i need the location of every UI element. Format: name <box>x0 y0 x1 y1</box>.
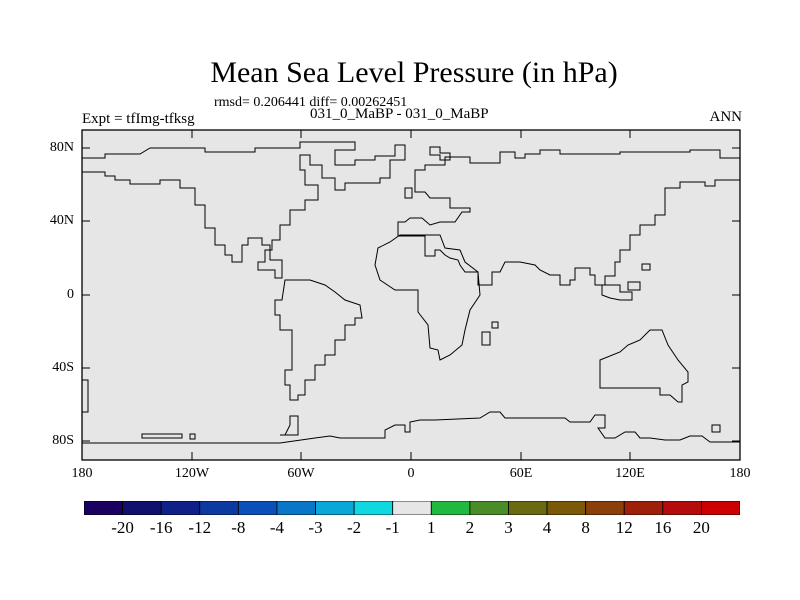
y-tick-label: 80N <box>49 140 74 155</box>
coastline-eurasia <box>397 149 741 286</box>
colorbar-label: 8 <box>581 518 590 537</box>
coastline-peninsula <box>280 415 299 436</box>
colorbar-box <box>585 501 625 515</box>
colorbar-label: -16 <box>149 518 173 537</box>
coastline-australia <box>599 329 689 403</box>
y-tick-label: 80S <box>52 433 74 448</box>
colorbar-label: -1 <box>385 518 400 537</box>
colorbar-label: 12 <box>615 518 633 537</box>
colorbar-label: 4 <box>542 518 552 537</box>
colorbar-box <box>392 501 432 515</box>
y-tick-label: 0 <box>67 287 74 302</box>
colorbar-label: 20 <box>692 518 710 537</box>
colorbar-label: -12 <box>188 518 212 537</box>
colorbar-label: -2 <box>347 518 362 537</box>
colorbar-box <box>237 501 278 515</box>
coastline-island-1 <box>491 321 499 329</box>
tick-marks <box>82 130 740 460</box>
coastline-north-america <box>82 141 406 279</box>
coastlines <box>82 141 741 444</box>
colorbar-label: -4 <box>269 518 285 537</box>
colorbar-label: 1 <box>427 518 436 537</box>
coastline-left-edge <box>82 379 89 413</box>
colorbar-box <box>276 501 316 515</box>
coastline-africa <box>374 234 481 361</box>
x-tick-label: 180 <box>71 466 93 481</box>
season-label: ANN <box>709 109 743 125</box>
colorbar-label: 3 <box>504 518 513 537</box>
colorbar-label: -8 <box>231 518 246 537</box>
colorbar-box <box>701 501 740 515</box>
coastline-islet <box>189 433 196 440</box>
colorbar-label: -20 <box>111 518 134 537</box>
colorbar-box <box>623 501 664 515</box>
y-tick-label: 40S <box>52 360 74 375</box>
coastline-island-2 <box>627 281 641 291</box>
colorbar-box <box>546 501 587 515</box>
coastline-antarctica <box>82 411 740 444</box>
colorbar-box <box>122 501 162 515</box>
colorbar-box <box>508 501 548 515</box>
coastline-madagascar <box>481 331 491 346</box>
chart-title: Mean Sea Level Pressure (in hPa) <box>210 56 618 89</box>
colorbar-box <box>84 501 123 515</box>
x-tick-label: 60E <box>509 466 533 481</box>
coastline-island-3 <box>641 263 651 271</box>
colorbar-label: -3 <box>308 518 323 537</box>
run-label: 031_0_MaBP - 031_0_MaBP <box>310 106 489 122</box>
coastline-ross <box>141 433 183 439</box>
map-field <box>82 130 740 460</box>
colorbar-box <box>430 501 471 515</box>
coastline-greenland <box>429 146 451 161</box>
colorbar-box <box>199 501 239 515</box>
y-tick-label: 40N <box>49 213 74 228</box>
coastline-uk <box>404 187 413 199</box>
colorbar-box <box>160 501 201 515</box>
colorbar-label: 2 <box>465 518 475 537</box>
colorbar-box <box>353 501 394 515</box>
colorbar-label: 16 <box>654 518 672 537</box>
coastline-nz <box>711 424 721 433</box>
coastline-south-america <box>274 279 363 401</box>
x-tick-label: 180 <box>729 466 751 481</box>
colorbar-box <box>662 501 702 515</box>
colorbar-box <box>469 501 509 515</box>
experiment-label: Expt = tfImg-tfksg <box>82 111 195 127</box>
colorbar-box <box>315 501 355 515</box>
x-tick-label: 0 <box>407 466 415 481</box>
x-tick-label: 60W <box>287 466 315 481</box>
x-tick-label: 120E <box>615 466 645 481</box>
stats-label: rmsd= 0.206441 diff= 0.00262451 <box>214 95 408 110</box>
coastline-se-asia <box>601 284 633 301</box>
colorbar <box>84 501 740 515</box>
x-tick-label: 120W <box>174 466 210 481</box>
